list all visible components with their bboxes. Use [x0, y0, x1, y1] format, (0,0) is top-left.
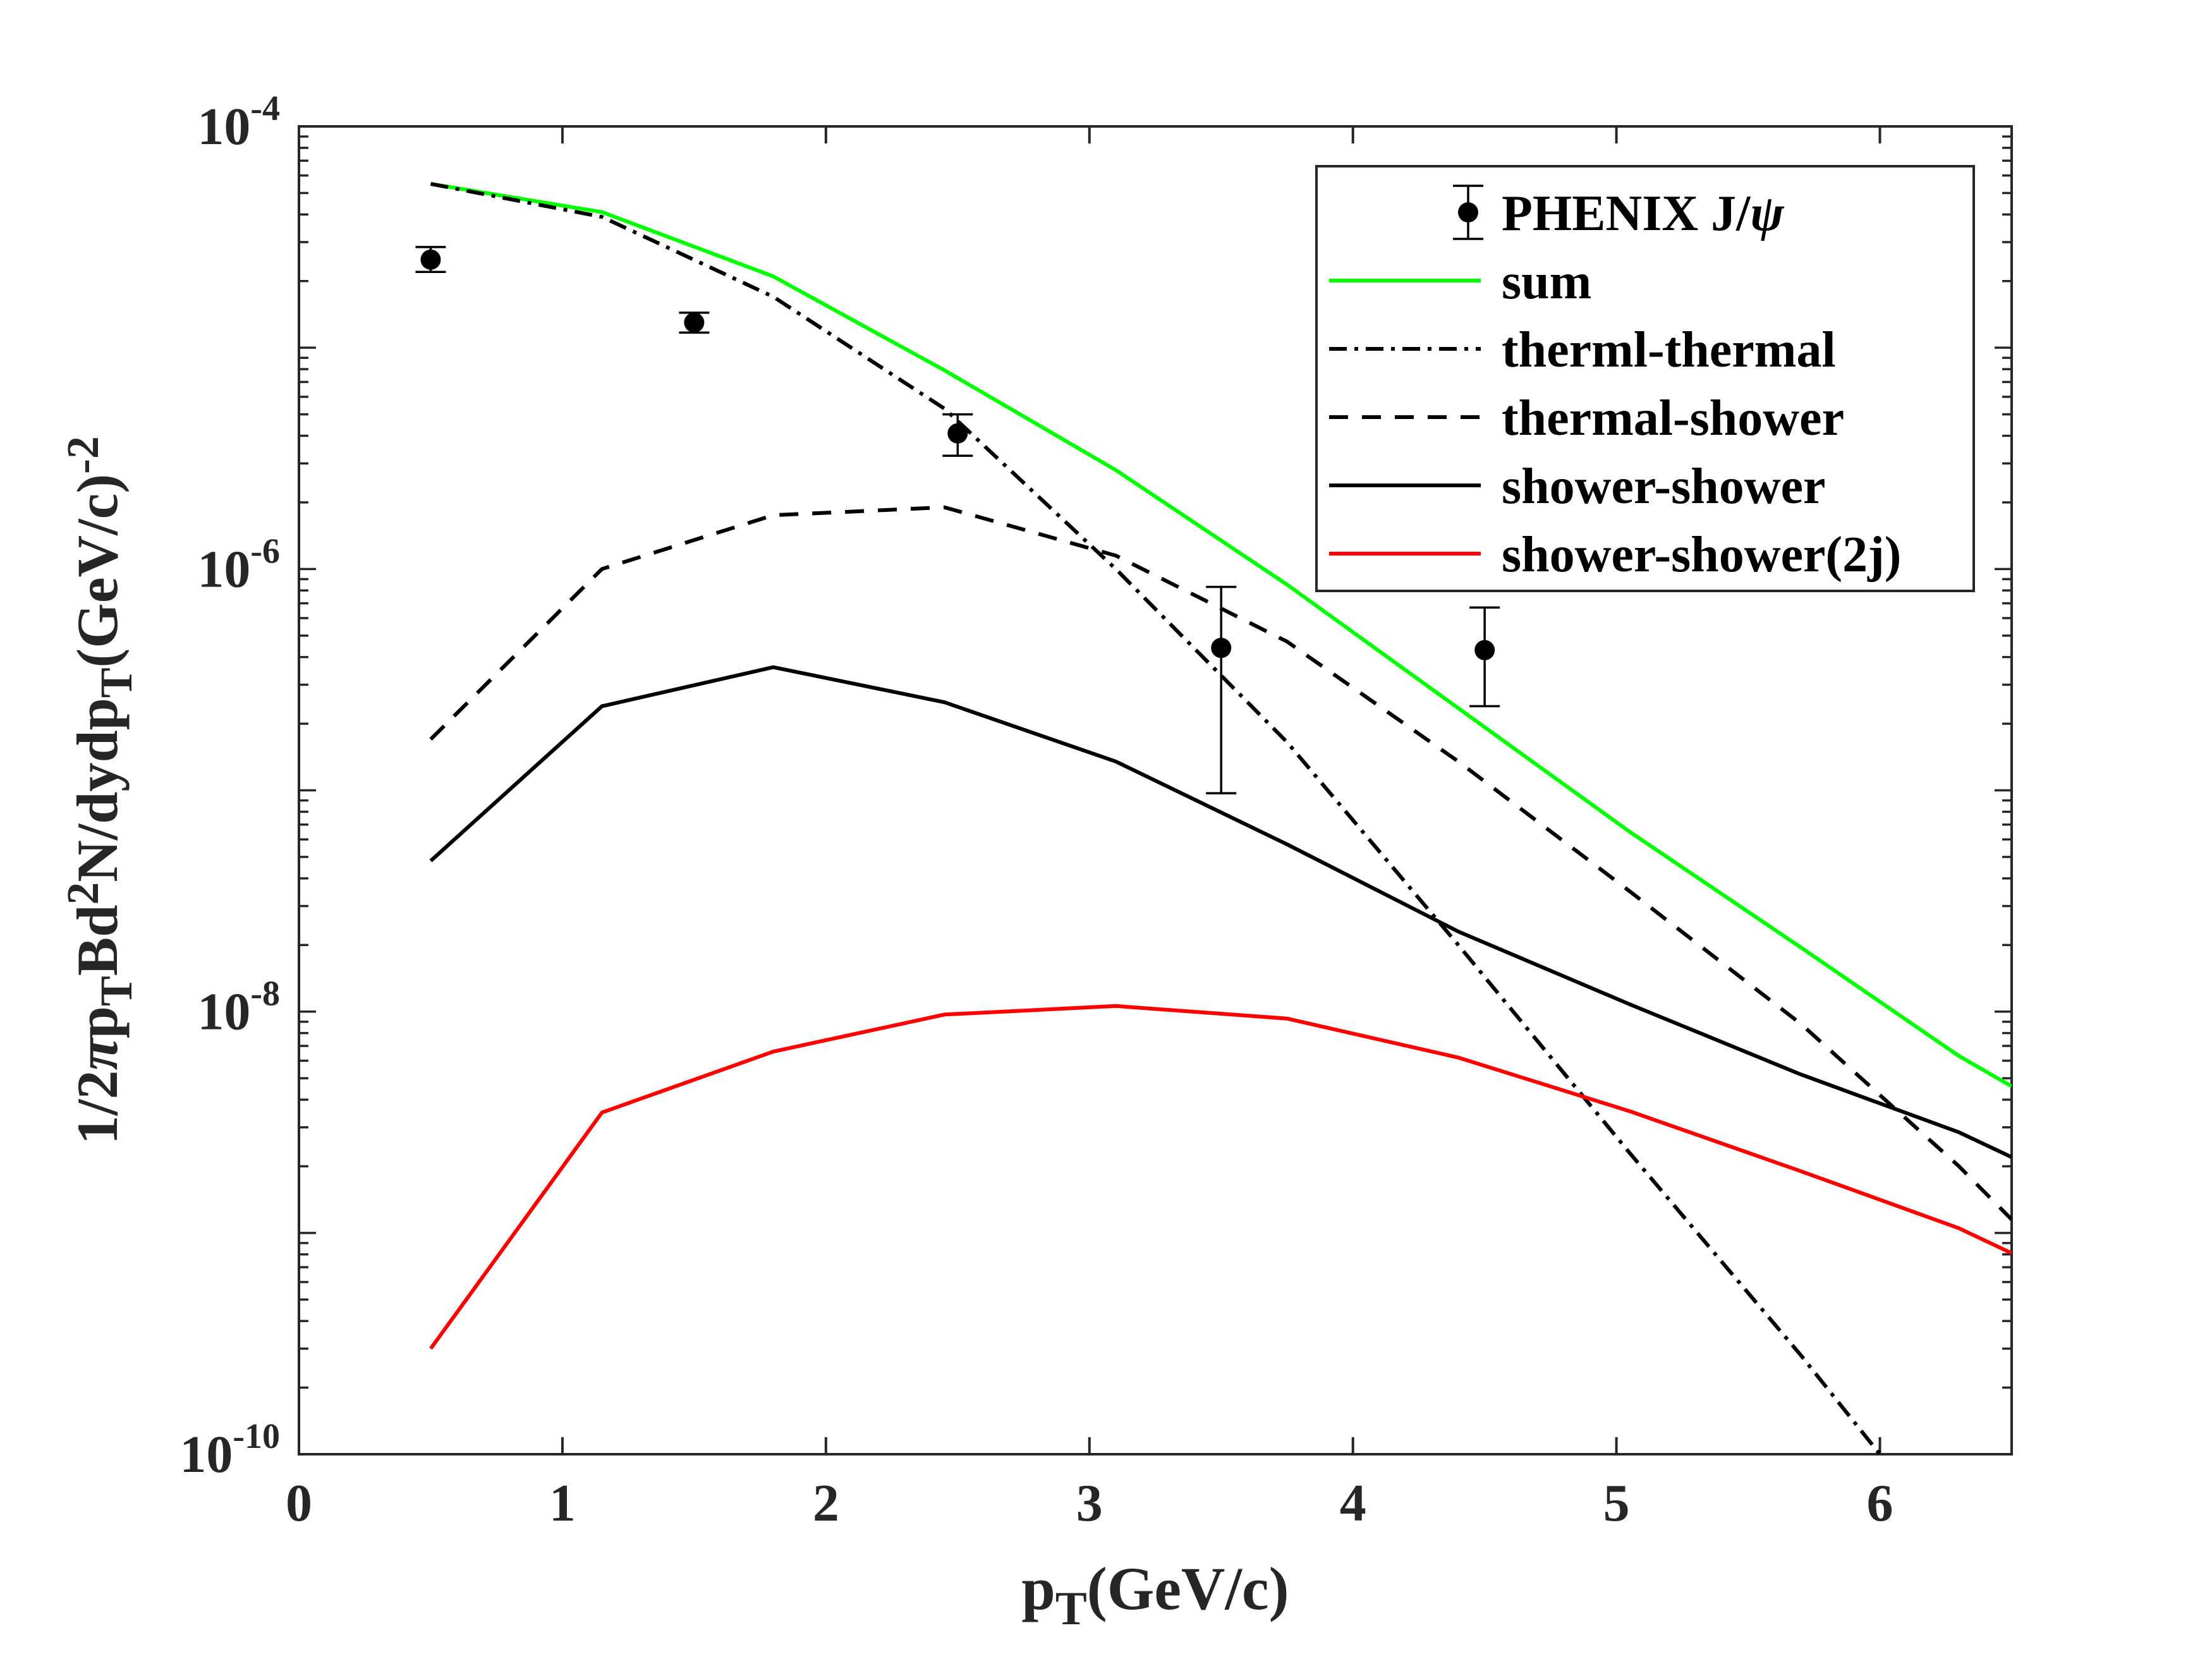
plot-area: 0 1 2 3 4 5 610-410-610-810-10pT(GeV/c)1/2πpTB… [58, 89, 2013, 1635]
curves [429, 181, 2012, 1454]
legend-label: thermal-shower [1502, 391, 1844, 446]
y-tick-label: 10-8 [197, 975, 280, 1042]
y-tick-exponent: -4 [250, 89, 280, 128]
x-axis-title-part: p [1021, 1555, 1055, 1622]
data-point [1474, 640, 1495, 660]
y-axis-title-part: p [65, 1006, 130, 1038]
x-tick-label: 5 [1603, 1474, 1630, 1533]
x-tick-label: 4 [1340, 1474, 1366, 1533]
legend: PHENIX J/ψ sum therml-thermal thermal-showe… [1315, 165, 1975, 592]
y-axis-title-part: Bd [65, 905, 130, 976]
series-line-shower-shower [429, 665, 2012, 1159]
series-line-therml-thermal [430, 181, 1881, 1454]
y-axis-title-part: 2 [58, 882, 108, 905]
y-tick-label: 10-6 [197, 532, 280, 599]
y-tick-label: 10-4 [197, 89, 280, 156]
series-line-sum [430, 181, 2012, 1088]
y-tick-base: 10 [197, 540, 250, 599]
y-axis-title-part: (GeV/c) [65, 474, 130, 668]
y-tick-exponent: -10 [233, 1417, 280, 1456]
x-tick-label: 6 [1867, 1474, 1893, 1533]
y-axis-title-part: T [91, 667, 142, 698]
data-point [1211, 638, 1232, 659]
y-tick-base: 10 [197, 97, 250, 156]
x-tick-label: 1 [549, 1474, 576, 1533]
data-point [420, 249, 441, 270]
legend-label: sum [1502, 254, 1591, 310]
series-line-shower-shower-2j- [429, 1004, 2012, 1350]
legend-label-part: PHENIX J/ [1502, 186, 1751, 241]
x-axis-title-part: (GeV/c) [1087, 1555, 1289, 1622]
y-axis-title-part: 1/2 [65, 1070, 130, 1145]
legend-label: PHENIX J/ψ [1502, 186, 1784, 241]
y-tick-exponent: -8 [250, 975, 280, 1014]
y-tick-base: 10 [179, 1425, 233, 1484]
data-point [684, 312, 705, 333]
y-axis-title-part: N/dydp [65, 698, 130, 882]
x-tick-label: 3 [1076, 1474, 1103, 1533]
legend-box [1315, 165, 1975, 592]
x-axis-title-part: T [1055, 1583, 1087, 1635]
y-tick-base: 10 [197, 983, 250, 1042]
legend-label: shower-shower [1502, 459, 1826, 514]
y-axis-title-part: T [91, 976, 142, 1006]
legend-label-part: ψ [1750, 186, 1784, 241]
legend-label: therml-thermal [1502, 322, 1836, 378]
y-tick-exponent: -6 [250, 532, 280, 571]
y-axis-title-part: -2 [58, 436, 108, 474]
y-tick-label: 10-10 [179, 1417, 280, 1484]
x-axis-title: pT(GeV/c) [1021, 1555, 1289, 1635]
x-tick-label: 0 [286, 1474, 312, 1533]
legend-marker [1458, 202, 1478, 222]
data-point [947, 423, 968, 444]
legend-label: shower-shower(2j) [1502, 527, 1901, 583]
y-axis-title: 1/2πpTBd2N/dydpT(GeV/c)-2 [58, 436, 142, 1145]
series-line-thermal-shower [429, 505, 2012, 1221]
x-tick-label: 2 [813, 1474, 839, 1533]
y-axis-title-part: π [65, 1036, 130, 1070]
